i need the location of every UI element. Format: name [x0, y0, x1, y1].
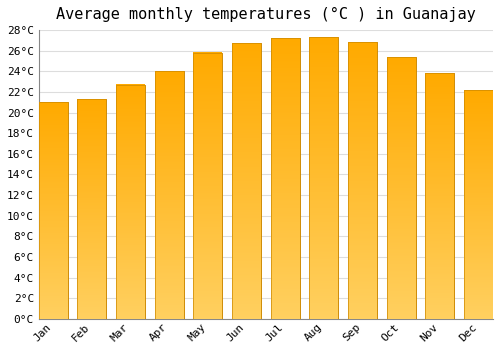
Bar — [78, 99, 106, 319]
Bar — [194, 53, 222, 319]
Bar — [386, 57, 416, 319]
Bar — [116, 85, 145, 319]
Bar — [232, 43, 261, 319]
Bar — [348, 42, 377, 319]
Bar — [39, 102, 68, 319]
Bar — [464, 90, 493, 319]
Bar — [310, 37, 338, 319]
Bar — [426, 74, 454, 319]
Bar — [271, 38, 300, 319]
Bar — [155, 71, 184, 319]
Title: Average monthly temperatures (°C ) in Guanajay: Average monthly temperatures (°C ) in Gu… — [56, 7, 476, 22]
